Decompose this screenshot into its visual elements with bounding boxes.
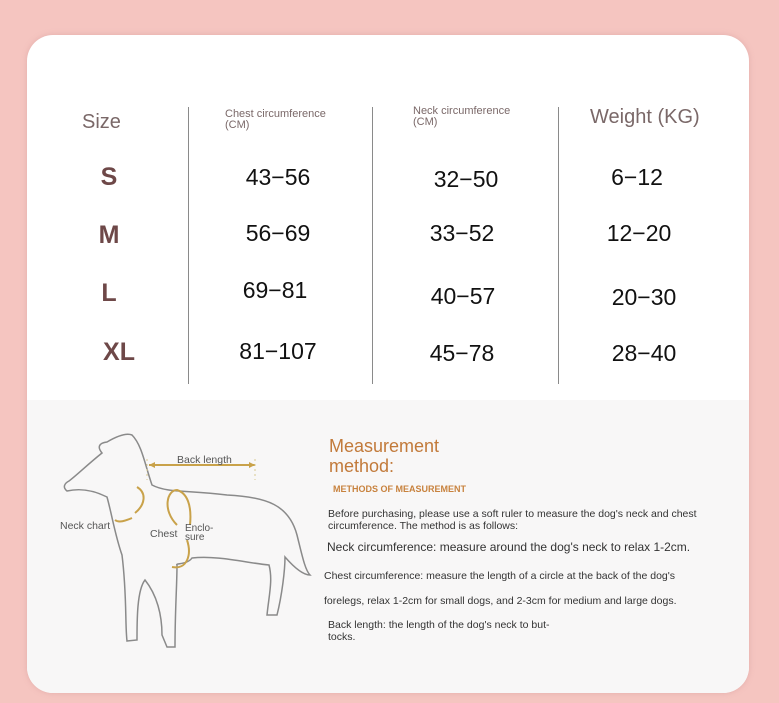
size-label: XL: [103, 338, 135, 366]
header-chest: Chest circumference (CM): [225, 108, 326, 131]
weight-value: 12−20: [606, 220, 672, 246]
enclosure-label: Enclo- sure: [185, 523, 214, 543]
neck-chart-label: Neck chart: [60, 520, 111, 532]
method-chest-line1: Chest circumference: measure the length …: [324, 570, 676, 582]
header-weight: Weight (KG): [590, 106, 700, 128]
chest-value: 43−56: [245, 164, 311, 190]
measurement-section: [27, 400, 749, 693]
weight-value: 6−12: [611, 164, 663, 190]
size-label: S: [100, 163, 118, 191]
neck-value: 32−50: [433, 166, 499, 192]
neck-value: 45−78: [429, 340, 495, 366]
weight-value: 20−30: [611, 284, 677, 310]
method-back: Back length: the length of the dog's nec…: [328, 619, 550, 643]
header-size: Size: [82, 111, 121, 133]
neck-value: 33−52: [429, 220, 495, 246]
method-title: Measurement method:: [329, 436, 440, 476]
neck-value: 40−57: [430, 283, 496, 309]
size-label: M: [98, 221, 120, 249]
method-neck: Neck circumference: measure around the d…: [327, 540, 691, 554]
size-chart-card: Size Chest circumference (CM) Neck circu…: [27, 35, 749, 693]
column-divider: [558, 107, 559, 384]
chest-value: 69−81: [242, 277, 308, 303]
chest-value: 56−69: [245, 220, 311, 246]
column-divider: [372, 107, 373, 384]
dog-outline-diagram: [63, 433, 312, 648]
weight-value: 28−40: [611, 340, 677, 366]
method-subtitle: METHODS OF MEASUREMENT: [333, 484, 467, 494]
column-divider: [188, 107, 189, 384]
method-chest-line2: forelegs, relax 1-2cm for small dogs, an…: [324, 595, 677, 607]
header-neck: Neck circumference (CM): [413, 105, 511, 128]
chest-label: Chest: [150, 528, 178, 540]
method-intro: Before purchasing, please use a soft rul…: [328, 508, 697, 532]
size-label: L: [101, 279, 117, 307]
back-length-label: Back length: [177, 454, 232, 466]
chest-value: 81−107: [239, 338, 317, 364]
